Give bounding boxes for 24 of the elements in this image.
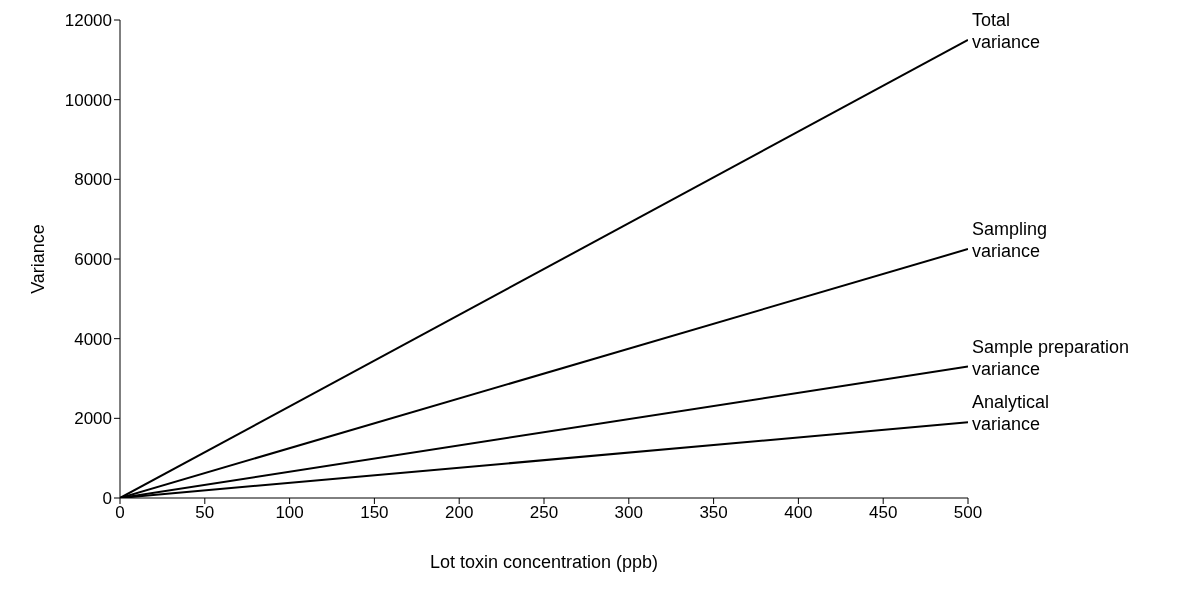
x-tick-label: 450 bbox=[869, 503, 898, 523]
y-tick-label: 2000 bbox=[74, 409, 112, 429]
x-tick-label: 350 bbox=[699, 503, 728, 523]
series-label: Total variance bbox=[972, 9, 1041, 52]
y-tick-label: 10000 bbox=[64, 90, 112, 110]
y-axis-title: Variance bbox=[28, 224, 49, 294]
y-tick-label: 6000 bbox=[74, 250, 112, 270]
series-label: Analytical variance bbox=[972, 392, 1050, 435]
x-tick-label: 300 bbox=[614, 503, 643, 523]
x-tick-label: 500 bbox=[953, 503, 983, 523]
x-tick-label: 50 bbox=[195, 503, 215, 523]
series-label: Sampling variance bbox=[972, 219, 1048, 262]
x-axis-title: Lot toxin concentration (ppb) bbox=[429, 552, 659, 572]
x-tick-label: 400 bbox=[784, 503, 813, 523]
x-tick-label: 250 bbox=[529, 503, 559, 523]
y-tick-label: 4000 bbox=[74, 329, 112, 349]
x-tick-label: 200 bbox=[445, 503, 474, 523]
y-tick-label: 8000 bbox=[74, 170, 112, 190]
y-tick-label: 12000 bbox=[64, 11, 112, 31]
x-tick-label: 0 bbox=[115, 503, 125, 523]
series-label: Sample preparation variance bbox=[972, 336, 1130, 379]
x-tick-label: 150 bbox=[360, 503, 389, 523]
x-tick-label: 100 bbox=[275, 503, 304, 523]
y-tick-label: 0 bbox=[102, 489, 112, 509]
